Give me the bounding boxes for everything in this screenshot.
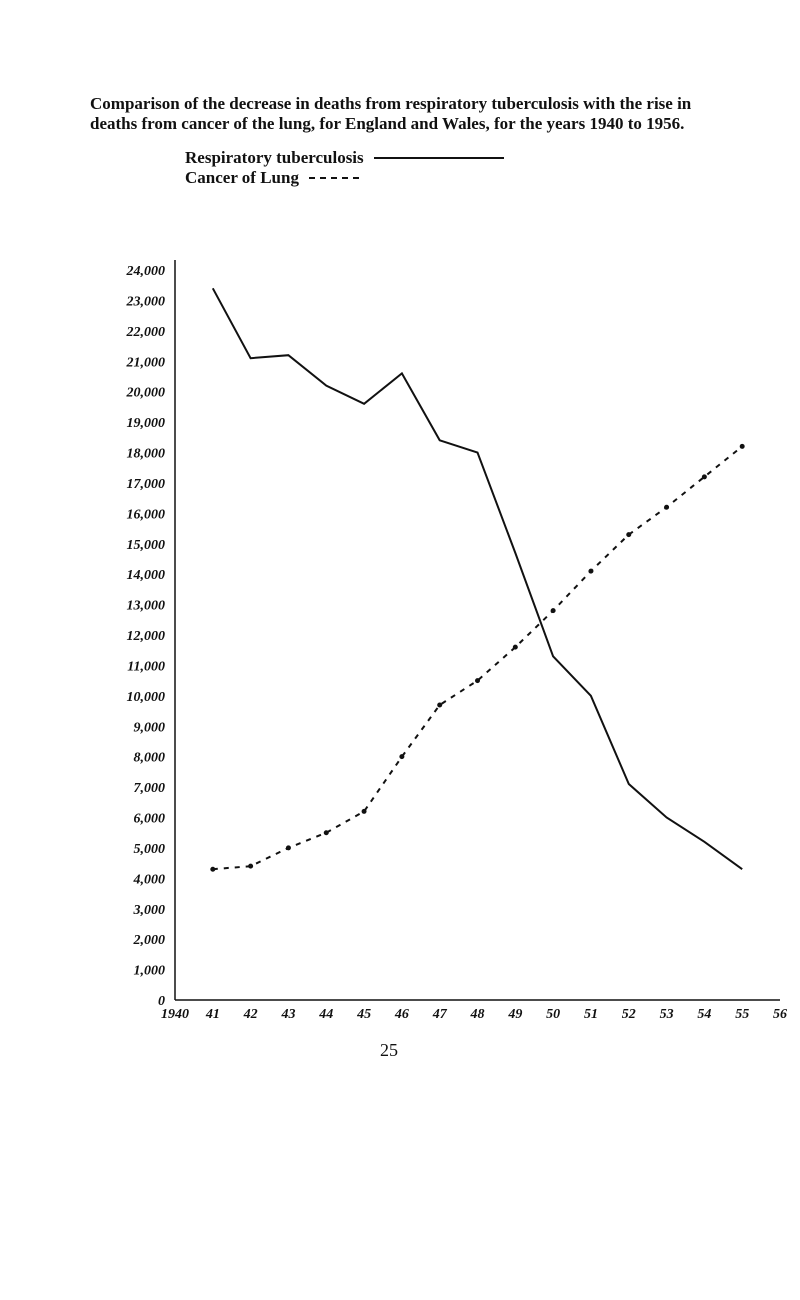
x-tick-label: 52 xyxy=(622,1007,636,1022)
y-tick-label: 17,000 xyxy=(127,477,166,492)
x-tick-label: 56 xyxy=(773,1007,787,1022)
chart-title: Comparison of the decrease in deaths fro… xyxy=(90,94,692,133)
y-tick-label: 23,000 xyxy=(126,294,166,309)
y-tick-label: 3,000 xyxy=(133,903,166,918)
x-tick-label: 55 xyxy=(735,1007,749,1022)
y-tick-label: 14,000 xyxy=(127,568,166,583)
y-axis-tick-labels: 0 1,000 2,000 3,000 4,000 5,000 6,000 7,000 8,00… xyxy=(126,264,166,1009)
y-tick-label: 9,000 xyxy=(134,720,166,735)
legend-item-respiratory-tuberculosis: Respiratory tuberculosis xyxy=(185,148,504,168)
legend-label-cancer-of-lung: Cancer of Lung xyxy=(185,168,299,187)
y-tick-label: 8,000 xyxy=(134,751,166,766)
x-tick-label: 53 xyxy=(660,1007,674,1022)
data-point-cancer-of-lung xyxy=(701,474,707,480)
y-tick-label: 20,000 xyxy=(126,386,166,401)
page-number: 25 xyxy=(380,1040,398,1060)
series-line-cancer-of-lung xyxy=(212,445,743,871)
y-tick-label: 10,000 xyxy=(127,690,166,705)
x-tick-label: 51 xyxy=(584,1007,598,1022)
data-point-cancer-of-lung xyxy=(248,863,254,869)
y-tick-label: 15,000 xyxy=(127,538,166,553)
x-tick-label: 46 xyxy=(394,1007,409,1022)
x-tick-label: 1940 xyxy=(161,1007,189,1022)
data-point-cancer-of-lung xyxy=(285,845,291,851)
legend-solid-line-key xyxy=(373,157,504,159)
y-tick-label: 4,000 xyxy=(133,872,166,887)
x-tick-label: 49 xyxy=(507,1007,522,1022)
data-point-cancer-of-lung xyxy=(664,504,670,510)
y-tick-label: 22,000 xyxy=(126,325,166,340)
y-tick-label: 2,000 xyxy=(133,933,166,948)
y-tick-label: 6,000 xyxy=(134,812,166,827)
y-tick-label: 7,000 xyxy=(134,781,166,796)
y-tick-label: 11,000 xyxy=(127,659,165,674)
legend-label-respiratory-tuberculosis: Respiratory tuberculosis xyxy=(185,148,364,167)
legend-dashed-line-key xyxy=(308,177,359,179)
data-point-cancer-of-lung xyxy=(475,678,480,684)
data-point-cancer-of-lung xyxy=(739,443,745,449)
data-point-cancer-of-lung xyxy=(210,866,216,872)
chart-series xyxy=(210,287,745,872)
data-point-cancer-of-lung xyxy=(437,702,443,708)
y-tick-label: 21,000 xyxy=(126,355,166,370)
y-tick-label: 12,000 xyxy=(127,629,166,644)
y-tick-label: 16,000 xyxy=(127,507,166,522)
x-tick-label: 45 xyxy=(356,1007,371,1022)
data-point-cancer-of-lung xyxy=(512,644,518,650)
data-point-cancer-of-lung xyxy=(361,808,367,814)
data-point-cancer-of-lung xyxy=(588,568,594,574)
y-tick-label: 19,000 xyxy=(127,416,166,431)
x-tick-label: 44 xyxy=(318,1007,333,1022)
y-tick-label: 18,000 xyxy=(127,447,166,462)
x-tick-label: 47 xyxy=(432,1007,448,1022)
legend-item-cancer-of-lung: Cancer of Lung xyxy=(185,168,359,188)
x-tick-label: 48 xyxy=(470,1007,485,1022)
y-tick-label: 1,000 xyxy=(134,964,166,979)
x-tick-label: 43 xyxy=(280,1007,295,1022)
data-point-cancer-of-lung xyxy=(626,532,632,538)
x-tick-label: 41 xyxy=(205,1007,220,1022)
x-tick-label: 54 xyxy=(697,1007,711,1022)
x-tick-label: 50 xyxy=(546,1007,560,1022)
y-tick-label: 0 xyxy=(158,994,165,1009)
series-line-respiratory-tuberculosis xyxy=(211,287,743,871)
y-tick-label: 5,000 xyxy=(134,842,166,857)
data-point-cancer-of-lung xyxy=(550,608,556,614)
x-axis-tick-labels: 1940 41 42 43 44 45 46 47 48 49 50 51 52 53 54 55 56 xyxy=(161,1007,787,1022)
data-point-cancer-of-lung xyxy=(323,830,329,836)
chart-axes xyxy=(174,260,780,1001)
x-tick-label: 42 xyxy=(243,1007,258,1022)
data-point-cancer-of-lung xyxy=(399,754,405,760)
y-tick-label: 13,000 xyxy=(127,599,166,614)
y-tick-label: 24,000 xyxy=(126,264,166,279)
